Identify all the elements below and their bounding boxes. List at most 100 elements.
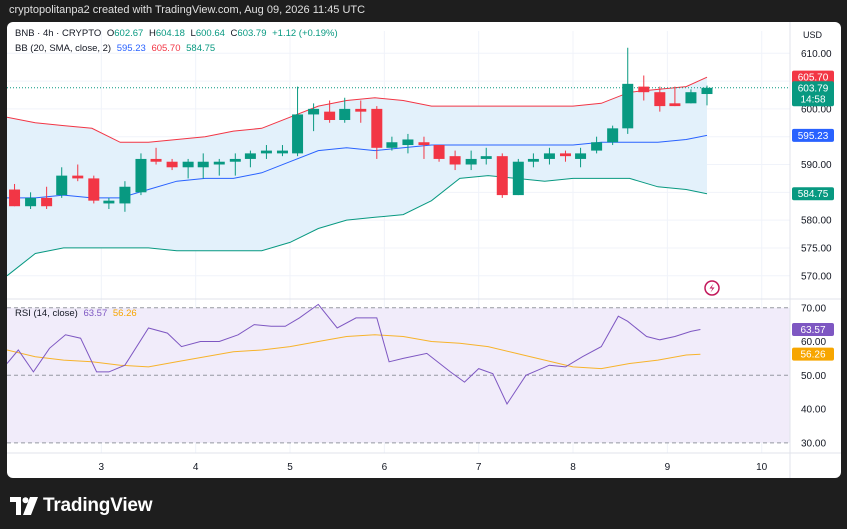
bb-lower-price-badge-text: 584.75 — [798, 189, 829, 200]
rsi-ma-badge-text: 56.26 — [800, 350, 825, 361]
time-tick-label: 4 — [193, 462, 199, 473]
rsi-tick-label: 30.00 — [801, 438, 826, 449]
rsi-value-badge-bg — [792, 322, 834, 336]
lightning-icon-bolt — [709, 283, 715, 293]
bb-lower-price-badge-bg — [792, 187, 834, 201]
rsi-tick-label: 50.00 — [801, 371, 826, 382]
candle-body-down — [150, 158, 162, 162]
candle-body-up — [622, 83, 634, 129]
candle-body-up — [402, 139, 414, 146]
rsi-tick-label: 60.00 — [801, 337, 826, 348]
time-tick-label: 5 — [287, 462, 293, 473]
last-price-badge-text: 603.79 — [798, 83, 829, 94]
candle-body-up — [701, 87, 713, 95]
symbol-label: BNB · 4h · CRYPTO — [15, 28, 102, 39]
bollinger-lower-line — [7, 175, 708, 277]
candle-body-down — [41, 197, 53, 207]
candle-body-down — [449, 156, 461, 165]
chart-panel[interactable]: 570.00575.00580.00585.00590.00595.00600.… — [7, 22, 841, 478]
tradingview-wordmark: TradingView — [43, 495, 153, 516]
candle-body-up — [512, 161, 524, 196]
rsi-value-badge: 63.57 — [792, 322, 834, 336]
candle-body-up — [197, 161, 209, 168]
candle-body-up — [386, 142, 398, 148]
candle-body-up — [339, 108, 351, 120]
bb-label: BB (20, SMA, close, 2) — [15, 43, 112, 54]
last-price-badge-bg — [792, 81, 834, 107]
currency-label: USD — [803, 30, 823, 40]
bb-lower-value: 584.75 — [186, 43, 216, 54]
bb-legend: BB (20, SMA, close, 2) 595.23 605.70 584… — [15, 43, 218, 54]
candle-body-down — [88, 178, 100, 201]
bb-basis-price-badge: 595.23 — [792, 128, 834, 142]
price-tick-label: 590.00 — [801, 160, 832, 171]
candle-body-down — [496, 156, 508, 196]
bollinger-upper-line — [7, 76, 708, 143]
tradingview-logo-icon — [10, 497, 38, 515]
candle-body-down — [654, 92, 666, 107]
candle-body-up — [103, 200, 115, 204]
bb-basis-value: 595.23 — [116, 43, 146, 54]
price-tick-label: 570.00 — [801, 271, 832, 282]
time-tick-label: 3 — [99, 462, 105, 473]
candle-body-down — [355, 108, 367, 112]
candle-body-up — [607, 128, 619, 143]
low-value: 600.64 — [195, 28, 225, 39]
candle-body-down — [638, 86, 650, 93]
candle-body-down — [371, 108, 383, 148]
high-value: 604.18 — [155, 28, 185, 39]
close-value: 603.79 — [237, 28, 267, 39]
candle-body-down — [324, 111, 336, 120]
rsi-tick-label: 70.00 — [801, 303, 826, 314]
rsi-value: 63.57 — [83, 308, 108, 319]
bb-lower-price-badge: 584.75 — [792, 187, 834, 201]
tradingview-logo[interactable]: TradingView — [10, 494, 153, 518]
low-label: L — [190, 28, 196, 39]
bb-upper-price-badge: 605.70 — [792, 70, 834, 84]
price-tick-label: 575.00 — [801, 243, 832, 254]
candle-body-up — [527, 158, 539, 162]
bb-basis-price-badge-bg — [792, 128, 834, 142]
last-price-badge-text: 14:58 — [800, 94, 825, 105]
rsi-legend: RSI (14, close) 63.57 56.26 — [15, 308, 140, 319]
close-label: C — [230, 28, 238, 39]
time-tick-label: 10 — [756, 462, 768, 473]
rsi-ma-badge-bg — [792, 347, 834, 361]
chart-canvas[interactable]: 570.00575.00580.00585.00590.00595.00600.… — [7, 22, 841, 478]
bb-upper-price-badge-bg — [792, 70, 834, 84]
time-tick-label: 9 — [665, 462, 671, 473]
candle-body-up — [543, 153, 555, 159]
candle-body-down — [9, 189, 21, 207]
candle-body-up — [182, 161, 194, 168]
candle-body-up — [25, 197, 37, 207]
candle-body-up — [480, 156, 492, 159]
change-value: +1.12 (+0.19%) — [272, 28, 338, 39]
candle-body-up — [292, 114, 304, 154]
time-tick-label: 7 — [476, 462, 482, 473]
bollinger-band-fill — [7, 77, 707, 276]
candle-body-up — [119, 186, 131, 204]
open-value: 602.67 — [114, 28, 144, 39]
lightning-icon-ring — [704, 280, 720, 296]
candle-body-up — [685, 92, 697, 104]
candle-body-up — [260, 150, 272, 154]
rsi-tick-label: 40.00 — [801, 405, 826, 416]
rsi-value-badge-text: 63.57 — [800, 325, 825, 336]
price-tick-label: 610.00 — [801, 49, 832, 60]
bb-upper-price-badge-text: 605.70 — [798, 73, 829, 84]
candle-body-up — [56, 175, 68, 196]
candle-body-down — [166, 161, 178, 168]
time-tick-label: 6 — [382, 462, 388, 473]
rsi-label: RSI (14, close) — [15, 308, 78, 319]
price-legend: BNB · 4h · CRYPTO O602.67 H604.18 L600.6… — [15, 28, 341, 39]
candle-body-down — [433, 145, 445, 159]
rsi-ma-badge: 56.26 — [792, 347, 834, 361]
candle-body-up — [308, 108, 320, 115]
candle-body-up — [465, 158, 477, 165]
candle-body-up — [213, 161, 225, 165]
candle-body-up — [229, 158, 241, 162]
snapshot-caption: cryptopolitanpa2 created with TradingVie… — [9, 4, 366, 16]
candle-body-down — [418, 142, 430, 146]
